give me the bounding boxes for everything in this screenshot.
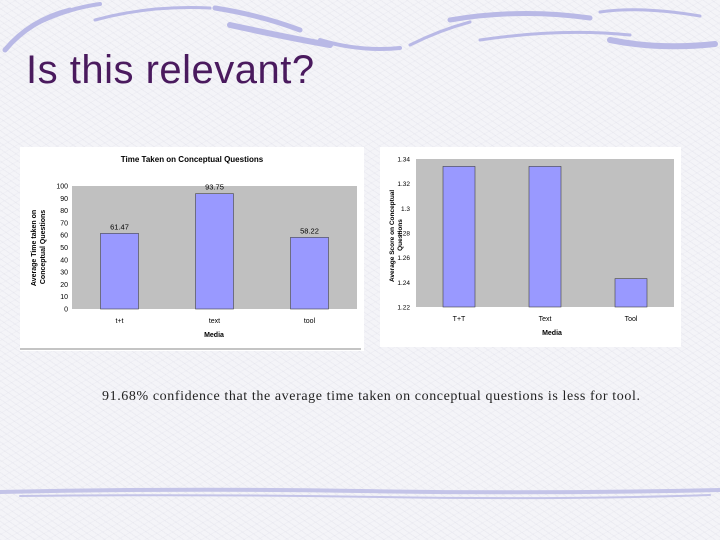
y-tick-label: 1.26: [397, 255, 410, 262]
bar: [614, 278, 648, 308]
y-tick-label: 10: [60, 294, 68, 301]
y-axis-title: Average Time taken on Conceptual Questio…: [31, 208, 47, 286]
y-tick-label: 1.24: [397, 280, 410, 287]
y-axis-title-line2: Conceptual Questions: [40, 210, 47, 284]
y-axis-title-line1: Average Score on Conceptual: [389, 190, 396, 282]
data-label: 93.75: [205, 183, 224, 192]
y-tick-label: 1.32: [397, 181, 410, 188]
x-axis-title: Media: [204, 332, 224, 339]
y-tick-label: 0: [64, 307, 68, 314]
x-tick-label: text: [209, 318, 220, 325]
chart-average-score: 1.221.241.261.281.31.321.34 T+T Text Tool …: [380, 147, 681, 347]
y-tick-label: 40: [60, 257, 68, 264]
bar: [442, 166, 476, 308]
y-tick-label: 100: [56, 184, 68, 191]
y-axis-title-line2: Questions: [397, 219, 404, 251]
x-axis-title: Media: [542, 330, 562, 337]
bar: [290, 237, 329, 310]
y-tick-label: 90: [60, 196, 68, 203]
y-tick-label: 70: [60, 220, 68, 227]
slide-caption: 91.68% confidence that the average time …: [102, 389, 641, 404]
data-label: 61.47: [110, 222, 129, 231]
y-tick-label: 50: [60, 245, 68, 252]
x-tick-label: T+T: [453, 316, 466, 323]
y-tick-label: 1.3: [401, 206, 410, 213]
bar: [528, 166, 562, 308]
slide-title: Is this relevant?: [26, 48, 315, 92]
y-tick-label: 60: [60, 233, 68, 240]
bar: [100, 233, 139, 310]
data-label: 58.22: [300, 226, 319, 235]
x-tick-label: Text: [539, 316, 552, 323]
y-axis-title-line1: Average Time taken on: [31, 210, 38, 286]
x-tick-label: tool: [304, 318, 316, 325]
y-tick-label: 1.34: [397, 157, 410, 164]
x-tick-label: Tool: [625, 316, 638, 323]
y-tick-label: 30: [60, 270, 68, 277]
chart-title: Time Taken on Conceptual Questions: [121, 155, 264, 164]
y-tick-label: 80: [60, 208, 68, 215]
bar: [195, 193, 234, 310]
decorative-brush-strokes-top: [2, 2, 718, 53]
x-tick-label: t+t: [116, 318, 124, 325]
decorative-brush-strokes-bottom: [0, 487, 720, 500]
y-axis-title: Average Score on Conceptual Questions: [389, 188, 404, 282]
y-tick-label: 1.22: [397, 305, 410, 312]
y-tick-label: 20: [60, 282, 68, 289]
chart-time-taken: Time Taken on Conceptual Questions 0 10 20…: [20, 147, 364, 351]
y-tick-label: 1.28: [397, 231, 410, 238]
